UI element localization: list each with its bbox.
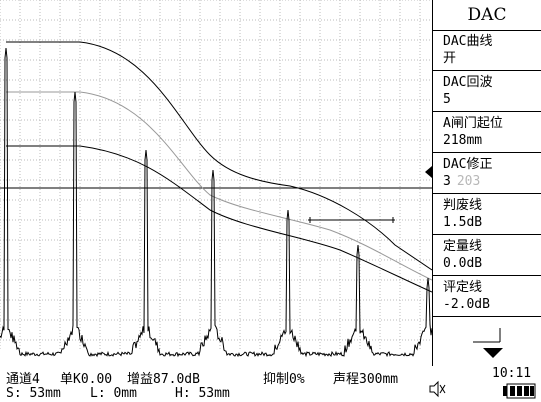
menu-item-label: 定量线 (443, 239, 483, 254)
a-scan-display (0, 0, 432, 358)
h-depth: H: 53mm (175, 386, 230, 401)
menu-item-value-group: 3 203 (443, 173, 541, 190)
dac-reject-curve (6, 41, 432, 271)
menu-item-reject-line[interactable]: 判废线 1.5dB (433, 195, 541, 235)
menu-item-dac-echo[interactable]: DAC回波 5 (433, 72, 541, 112)
menu-item-dac-curve[interactable]: DAC曲线 开 (433, 31, 541, 71)
menu-item-value: 开 (443, 51, 457, 66)
menu-item-value: 1.5dB (443, 215, 483, 230)
menu-item-value: 0.0dB (443, 256, 483, 271)
reject-label: 抑制0% (263, 372, 305, 387)
dac-sizing-curve (6, 91, 432, 281)
menu-item-value: 218mm (443, 133, 483, 148)
menu-item-label: DAC回波 (443, 75, 493, 90)
range-label: 声程300mm (333, 372, 399, 387)
battery-icon (503, 383, 536, 399)
menu-item-label: DAC修正 (443, 157, 493, 172)
echo-waveform (0, 47, 432, 358)
menu-item-dac-correction[interactable]: DAC修正 3 203 (425, 154, 541, 194)
probe-label: 单K0.00 (60, 372, 113, 387)
next-page-button[interactable] (433, 320, 541, 366)
menu-item-value: 5 (443, 92, 451, 107)
menu-item-aux-value: 203 (456, 174, 481, 189)
menu-item-gate-a-start[interactable]: A闸门起位 218mm (433, 113, 541, 153)
dac-evaluation-curve (6, 145, 432, 293)
menu-item-label: 判废线 (443, 198, 483, 213)
down-arrow-icon (473, 328, 503, 358)
status-bar: 通道4 单K0.00 增益87.0dB 抑制0% 声程300mm S: 53mm… (0, 366, 541, 402)
s-distance: S: 53mm (6, 386, 61, 401)
menu-item-label: A闸门起位 (443, 116, 503, 131)
channel-label: 通道4 (6, 372, 40, 387)
menu-item-evaluation-line[interactable]: 评定线 -2.0dB (433, 277, 541, 317)
menu-item-label: 评定线 (443, 280, 483, 295)
clock: 10:11 (492, 366, 532, 381)
gain-label: 增益87.0dB (127, 372, 200, 387)
menu-title: DAC (433, 0, 541, 31)
menu-item-value: -2.0dB (443, 297, 490, 312)
menu-item-value: 3 (443, 174, 451, 189)
menu-item-label: DAC曲线 (443, 34, 493, 49)
speaker-muted-icon[interactable] (428, 380, 446, 398)
scope-grid (0, 0, 432, 350)
l-distance: L: 0mm (90, 386, 137, 401)
menu-item-sizing-line[interactable]: 定量线 0.0dB (433, 236, 541, 276)
